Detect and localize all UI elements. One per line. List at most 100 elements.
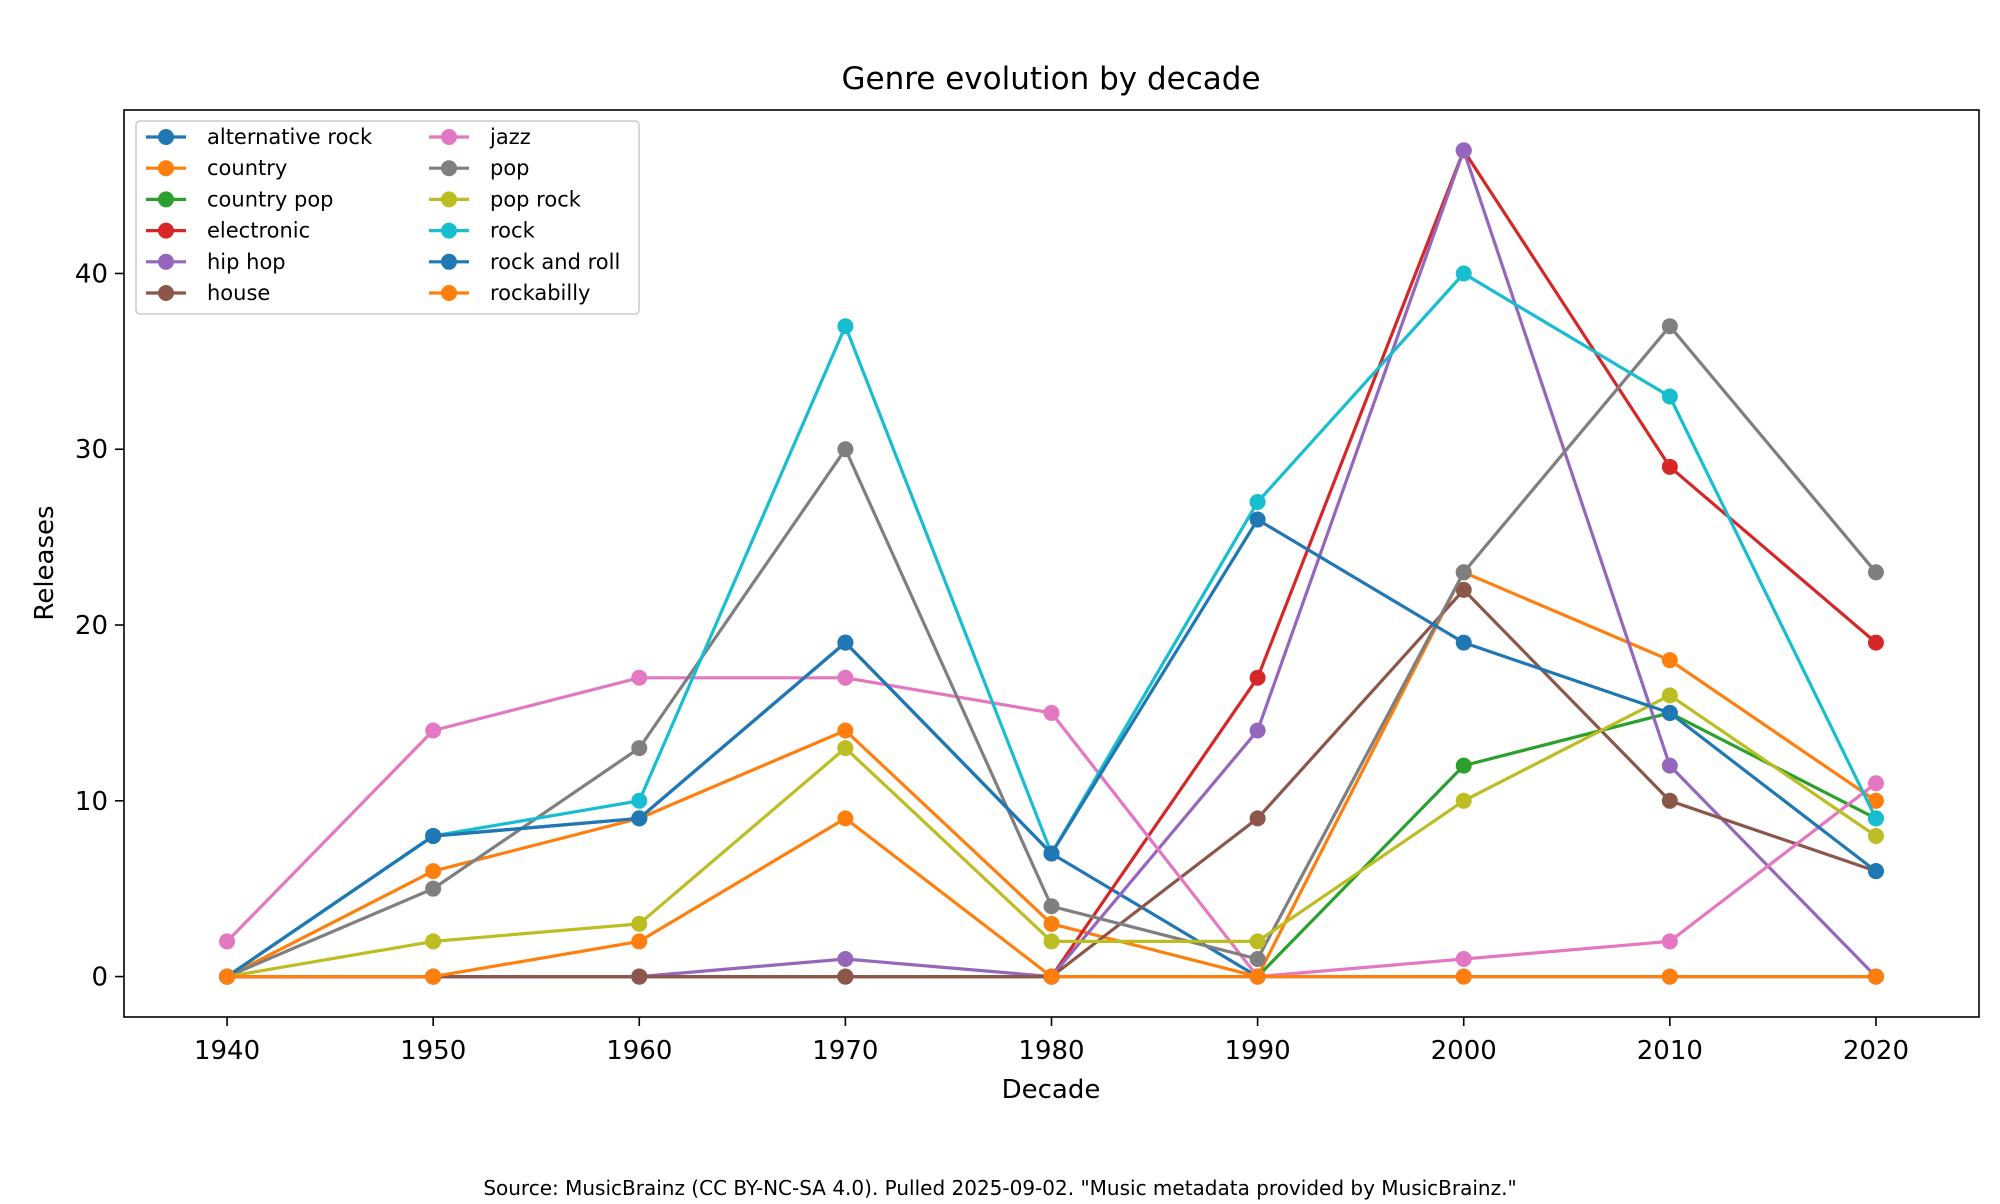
- legend-label: pop rock: [490, 187, 582, 211]
- legend-marker: [158, 129, 174, 145]
- legend-item-hip-hop: hip hop: [146, 250, 286, 274]
- legend-label: country pop: [207, 187, 334, 211]
- data-point-pop-rock: [631, 915, 648, 932]
- legend-marker: [441, 222, 457, 239]
- legend-box: [135, 120, 640, 315]
- legend-label: country: [207, 156, 287, 180]
- data-point-pop: [1043, 898, 1060, 915]
- data-point-pop-rock: [1661, 687, 1678, 704]
- x-tick-label: 1980: [1018, 1036, 1084, 1066]
- data-point-rock: [837, 318, 854, 335]
- data-point-electronic: [1249, 669, 1266, 686]
- legend-item-house: house: [146, 281, 270, 305]
- data-point-rock: [631, 792, 648, 809]
- y-tick-label: 0: [91, 963, 108, 993]
- data-point-pop-rock: [1455, 792, 1472, 809]
- data-point-rockabilly: [1043, 968, 1060, 985]
- data-point-country: [1043, 915, 1060, 932]
- data-point-rock: [1455, 265, 1472, 282]
- data-point-pop: [1661, 318, 1678, 335]
- legend-item-rock-and-roll: rock and roll: [429, 250, 620, 274]
- legend-marker: [158, 191, 174, 208]
- x-tick-label: 2000: [1431, 1036, 1497, 1066]
- legend-label: rock: [490, 219, 536, 243]
- y-axis-label: Releases: [30, 505, 60, 620]
- data-point-pop-rock: [425, 933, 442, 950]
- data-point-hip-hop: [1455, 142, 1472, 159]
- data-point-pop: [1455, 564, 1472, 581]
- data-point-electronic: [1661, 458, 1678, 475]
- data-point-house: [1249, 810, 1266, 827]
- legend-marker: [441, 129, 457, 145]
- chart-title: Genre evolution by decade: [841, 61, 1260, 97]
- legend-item-rock: rock: [429, 219, 536, 243]
- series-rock-and-roll: [219, 511, 1884, 985]
- data-point-hip-hop: [1249, 722, 1266, 739]
- x-tick-label: 1960: [606, 1036, 672, 1066]
- data-point-jazz: [1867, 775, 1884, 792]
- data-point-electronic: [1867, 634, 1884, 651]
- data-point-country: [1867, 792, 1884, 809]
- data-point-jazz: [631, 669, 648, 686]
- data-point-pop: [631, 740, 648, 757]
- data-point-rock-and-roll: [1867, 863, 1884, 880]
- x-tick-label: 2010: [1637, 1036, 1703, 1066]
- data-point-rock-and-roll: [1249, 511, 1266, 528]
- legend-label: jazz: [489, 125, 531, 149]
- data-point-house: [1455, 581, 1472, 598]
- x-axis-label: Decade: [1002, 1075, 1101, 1105]
- legend-marker: [158, 160, 174, 177]
- data-point-rockabilly: [1867, 968, 1884, 985]
- plot-area: [219, 142, 1884, 985]
- legend: alternative rock country country pop electr…: [135, 120, 640, 315]
- legend-label: hip hop: [207, 250, 286, 274]
- data-point-jazz: [1043, 704, 1060, 721]
- y-tick-label: 30: [75, 435, 108, 465]
- data-point-jazz: [219, 933, 236, 950]
- data-point-rock-and-roll: [1455, 634, 1472, 651]
- legend-item-rockabilly: rockabilly: [429, 281, 591, 305]
- data-point-rock: [1867, 810, 1884, 827]
- x-axis: 1940 1950 1960 1970 1980 1990 2000 2010 2020: [194, 1017, 1909, 1066]
- legend-item-pop: pop: [429, 156, 530, 180]
- data-point-rockabilly: [219, 968, 236, 985]
- data-point-jazz: [1455, 950, 1472, 967]
- data-point-pop-rock: [1867, 827, 1884, 844]
- legend-label: pop: [490, 156, 530, 180]
- data-point-rockabilly: [1455, 968, 1472, 985]
- data-point-pop-rock: [1249, 933, 1266, 950]
- data-point-pop-rock: [837, 740, 854, 757]
- legend-label: electronic: [207, 219, 310, 243]
- data-point-jazz: [425, 722, 442, 739]
- series-pop: [219, 318, 1884, 985]
- data-point-rock-and-roll: [1043, 845, 1060, 862]
- legend-item-pop-rock: pop rock: [429, 187, 582, 211]
- data-point-pop: [837, 441, 854, 458]
- data-point-rockabilly: [837, 810, 854, 827]
- legend-item-jazz: jazz: [429, 125, 531, 149]
- data-point-rock-and-roll: [631, 810, 648, 827]
- legend-item-country: country: [146, 156, 287, 180]
- legend-label: rockabilly: [490, 281, 591, 305]
- data-point-house: [1661, 792, 1678, 809]
- data-point-jazz: [1661, 933, 1678, 950]
- x-tick-label: 1940: [194, 1036, 260, 1066]
- data-point-country: [425, 863, 442, 880]
- x-tick-label: 1970: [812, 1036, 878, 1066]
- legend-marker: [158, 222, 174, 239]
- data-point-hip-hop: [837, 950, 854, 967]
- data-point-house: [631, 968, 648, 985]
- legend-marker: [441, 253, 457, 270]
- legend-item-alternative-rock: alternative rock: [146, 125, 373, 149]
- data-point-rock-and-roll: [1661, 704, 1678, 721]
- data-point-rockabilly: [631, 933, 648, 950]
- legend-marker: [158, 285, 174, 301]
- data-point-country: [837, 722, 854, 739]
- data-point-rock-and-roll: [837, 634, 854, 651]
- data-point-rockabilly: [1249, 968, 1266, 985]
- series-rockabilly: [219, 810, 1884, 985]
- y-tick-label: 40: [75, 259, 108, 289]
- y-tick-label: 10: [75, 787, 108, 817]
